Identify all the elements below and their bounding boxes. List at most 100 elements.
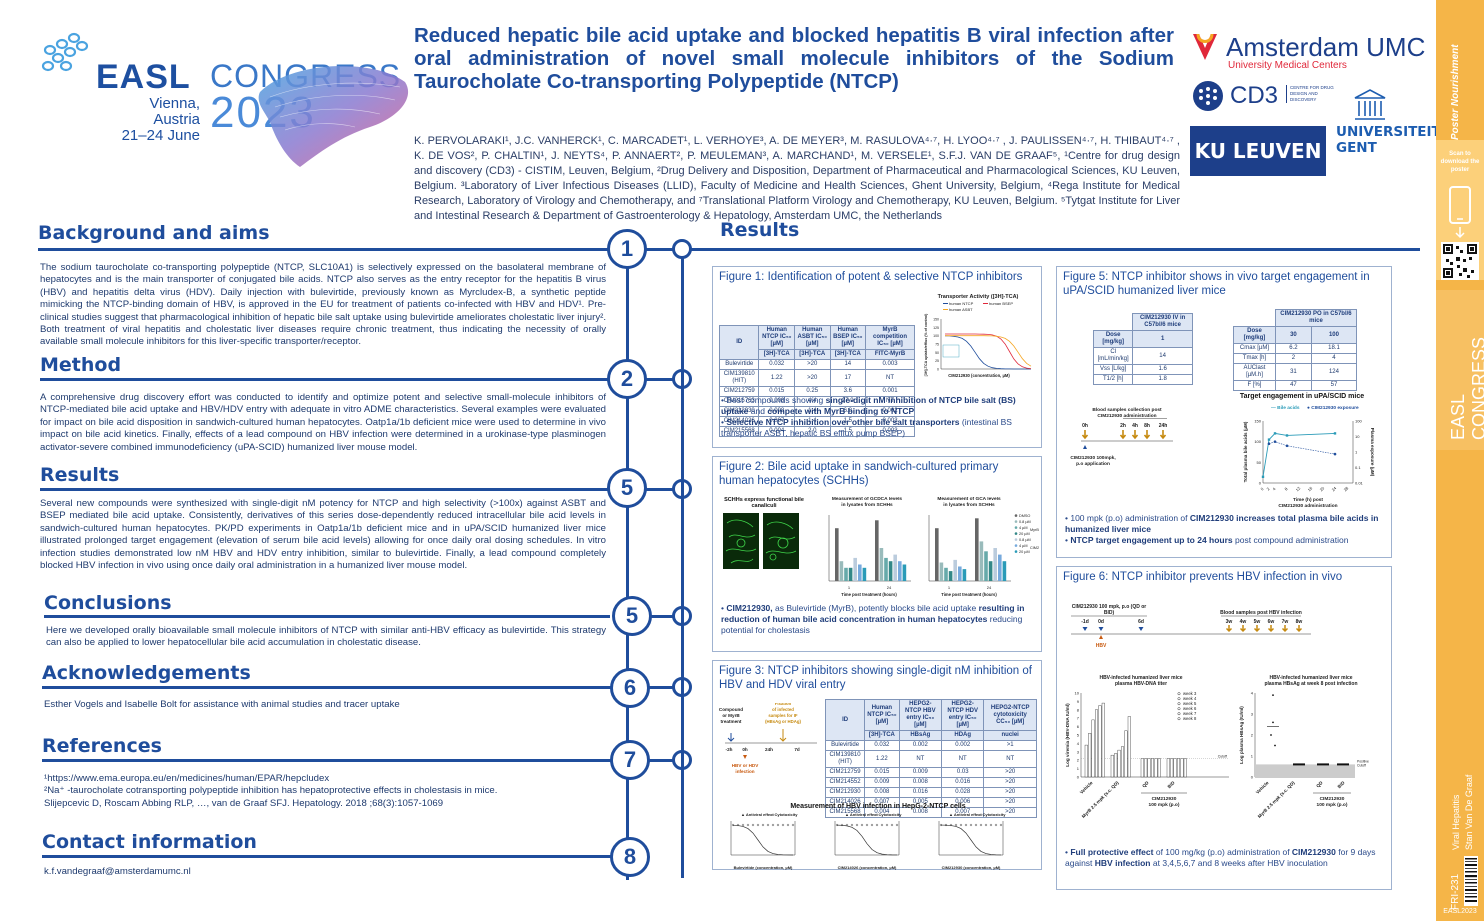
dose-label: p.o application	[1076, 461, 1110, 467]
triangle-icon	[1138, 627, 1144, 631]
section-title-conclusions: Conclusions	[44, 592, 172, 614]
amsterdam-umc-sub: University Medical Centers	[1228, 60, 1347, 71]
reference-item[interactable]: ¹https://www.ema.europa.eu/en/medicines/…	[44, 773, 330, 784]
contact-email[interactable]: k.f.vandegraaf@amsterdamumc.nl	[44, 866, 191, 877]
arrow-icon	[1281, 625, 1289, 633]
cytotox-point	[954, 823, 958, 827]
tick-label: 2	[1265, 486, 1271, 492]
section-rule	[649, 686, 674, 689]
table-cell: 14	[829, 359, 867, 370]
group-label: CIM212930	[1320, 796, 1345, 802]
panel-title: HBV-infected humanized liver mice	[1269, 675, 1352, 681]
table-header: Human BSEP IC₅₀ [µM]	[829, 325, 867, 350]
bar	[1150, 758, 1154, 778]
cytotox-point	[939, 823, 943, 827]
arrow-icon	[1119, 430, 1127, 440]
table-cell: 0.032	[864, 740, 900, 751]
figure-title: Figure 2: Bile acid uptake in sandwich-c…	[719, 461, 999, 487]
tick-label: 24h	[765, 747, 773, 752]
group-label: CIM212930	[1152, 796, 1177, 802]
table-cell: 0.007	[941, 807, 985, 818]
triangle-icon	[1083, 445, 1087, 449]
bar	[858, 564, 862, 581]
tick-label: 0.01	[1355, 481, 1364, 486]
table-subheader: HDAg	[941, 730, 985, 741]
tick-label: 0d	[1098, 619, 1104, 625]
table-header: Human NTCP IC₅₀ [µM]	[758, 325, 796, 350]
table-cell: 18.1	[1310, 343, 1358, 354]
tick-label: 25	[935, 359, 939, 363]
arrow-icon	[1143, 430, 1151, 440]
bullet-item: • Best compounds showing single-digit nM…	[721, 395, 1016, 416]
table-row: Vss [L/kg] 1.6	[1092, 364, 1193, 375]
qr-code-icon[interactable]	[1441, 242, 1479, 280]
table-row: CIM139810 (HIT) 1.22 NT NT NT	[824, 750, 1037, 768]
antiviral-curve	[940, 824, 1002, 856]
timeline-label: treatment	[721, 719, 742, 724]
series-bsep	[945, 333, 1032, 369]
legend-swatch	[1014, 550, 1018, 553]
table-cell: 100	[1310, 326, 1358, 344]
triangle-icon	[743, 755, 747, 759]
y-axis-label: Total plasma bile acids (µM)	[1243, 421, 1248, 482]
cytotox-point	[731, 823, 735, 827]
legend-item: human NTCP	[949, 301, 974, 306]
triangle-icon	[1082, 627, 1088, 631]
fig2-bullet: • CIM212930, as Bulevirtide (MyrB), pote…	[721, 603, 1025, 635]
bar	[1183, 758, 1187, 778]
table-row: Bulevirtide 0.032 0.002 0.002 >1	[824, 740, 1037, 751]
references-list: ¹https://www.ema.europa.eu/en/medicines/…	[44, 773, 604, 810]
legend-swatch	[1014, 532, 1018, 535]
tick-label: 75	[935, 343, 939, 347]
panel-title: in lysates from SCHHs	[943, 502, 995, 508]
legend-item: ○ Cytotoxicity	[771, 812, 798, 817]
tick-label: 100	[1254, 439, 1261, 444]
sidebar-topic: Viral Hepatitis	[1451, 794, 1461, 850]
tick-label: 0h	[742, 747, 748, 752]
bar	[839, 561, 844, 581]
x-axis-label: CIM212930 (concentration, µM)	[948, 373, 1010, 378]
tick-label: 1	[1077, 766, 1080, 771]
cytotox-point	[984, 823, 988, 827]
fig3-table: ID Human NTCP IC₅₀ [µM] HEPG2-NTCP HBV ent…	[824, 699, 1037, 818]
bar	[853, 557, 857, 581]
timeline-label: infection	[735, 769, 754, 774]
tick-label: 8	[1077, 707, 1080, 712]
cytotox-point	[791, 823, 795, 827]
triangle-icon	[1099, 635, 1103, 639]
bar	[984, 551, 988, 581]
section-number: 5	[612, 596, 652, 636]
table-header: HEPG2-NTCP cytotoxicity CC₅₀ [µM]	[983, 699, 1037, 731]
tick-label: 0	[1077, 775, 1080, 780]
table-cell: 0.028	[941, 787, 985, 798]
sidebar-congress: EASL CONGRESS 2023	[1448, 336, 1484, 440]
cytotox-point	[840, 823, 844, 827]
tick-label: 5	[1077, 733, 1080, 738]
timeline-label: of infected	[772, 707, 794, 712]
microscopy-image	[723, 513, 759, 569]
table-row: Bulevirtide 0.032 >20 14 0.003	[718, 359, 915, 370]
cytotox-point	[944, 823, 948, 827]
table-cell: 30	[1274, 326, 1312, 344]
arrow-icon	[1295, 625, 1303, 633]
table-cell: AUClast [µM.h]	[1233, 363, 1276, 381]
table-cell: 0.002	[898, 740, 943, 751]
arrow-icon	[727, 733, 735, 742]
cytotox-point	[969, 823, 973, 827]
cytotox-point	[979, 823, 983, 827]
bar	[1124, 730, 1128, 778]
bar	[962, 569, 967, 581]
arrow-icon	[1131, 430, 1139, 440]
legend-group: CIM212930	[1030, 546, 1039, 550]
bar	[993, 548, 997, 581]
section-number: 1	[607, 229, 647, 269]
table-cell: T1/2 [h]	[1092, 374, 1134, 385]
x-axis-label: Time (h) post	[1293, 497, 1323, 503]
fig3-charts: ▲ Antiviral effect○ CytotoxicityBulevirt…	[730, 812, 1006, 870]
section-text-results: Several new compounds were synthesized w…	[40, 498, 606, 572]
arrow-icon	[1225, 625, 1233, 633]
sidebar-footer: EASL2023	[1443, 908, 1477, 915]
poster-sidebar: Poster Nourishment Scan to download the …	[1436, 0, 1484, 921]
results-node	[672, 239, 692, 259]
tick-label: 50	[1257, 460, 1262, 465]
